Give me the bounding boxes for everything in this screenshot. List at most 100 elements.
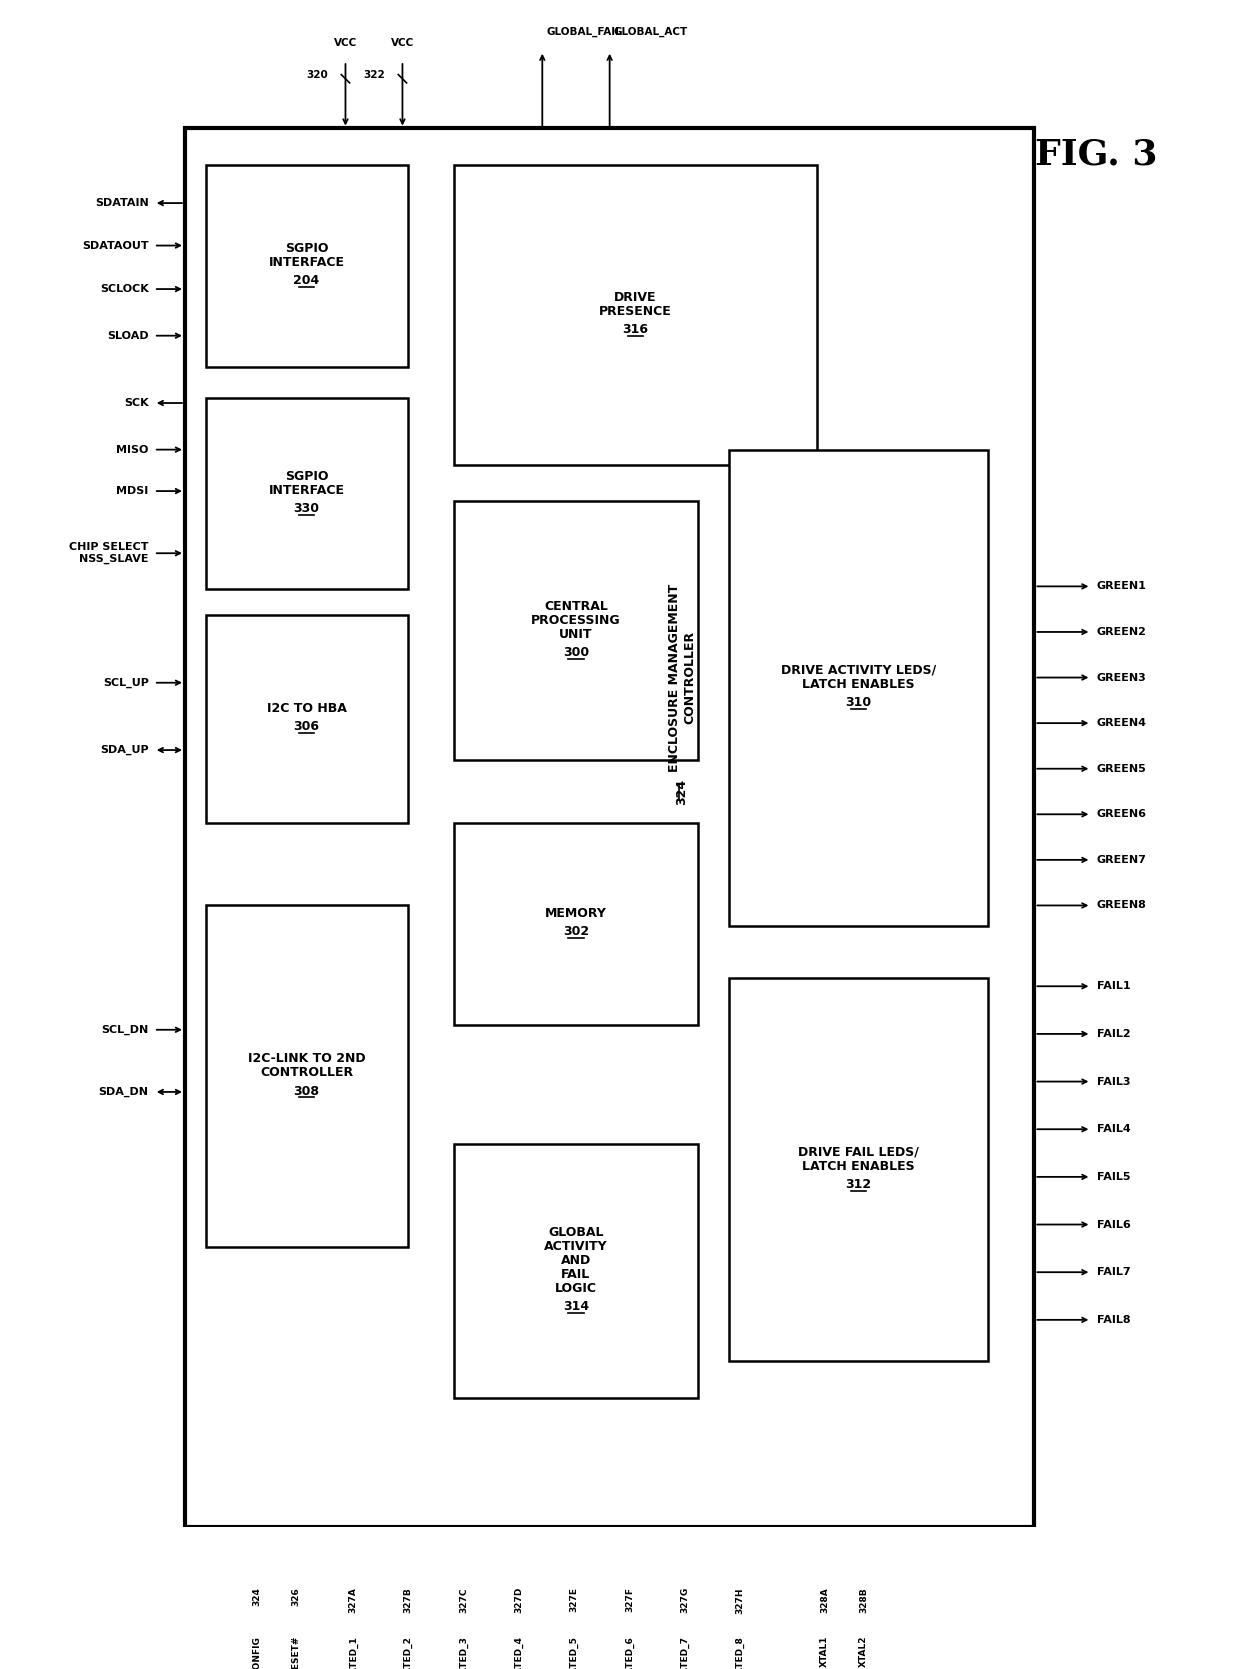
Text: I2C-LINK TO 2ND: I2C-LINK TO 2ND [248,1053,366,1065]
Text: SCK: SCK [124,397,149,407]
Text: GLOBAL_ACT: GLOBAL_ACT [614,27,688,37]
Text: DRIVE FAIL LEDS/: DRIVE FAIL LEDS/ [797,1145,919,1158]
Text: SGPIO: SGPIO [285,469,329,482]
Text: FAIL8: FAIL8 [1096,1315,1130,1325]
Text: FAIL7: FAIL7 [1096,1267,1130,1277]
Text: ACTIVITY: ACTIVITY [544,1240,608,1253]
Text: 327F: 327F [625,1587,634,1612]
Text: 204: 204 [294,274,320,287]
Text: 327G: 327G [680,1587,689,1614]
Text: MISO: MISO [117,444,149,454]
Text: GREEN6: GREEN6 [1096,809,1147,819]
Text: FAIL2: FAIL2 [1096,1028,1130,1038]
Text: FAIL6: FAIL6 [1096,1220,1131,1230]
Text: FAIL5: FAIL5 [1096,1172,1130,1182]
Text: SDATAIN: SDATAIN [95,199,149,209]
Text: SDATAOUT: SDATAOUT [82,240,149,250]
Text: SCLOCK: SCLOCK [100,284,149,294]
Text: 316: 316 [622,324,649,335]
Text: UNIT: UNIT [559,628,593,641]
Text: FAIL1: FAIL1 [1096,981,1130,991]
Text: XTAL1: XTAL1 [820,1636,830,1667]
Text: INTERFACE: INTERFACE [269,484,345,497]
Text: MATED_5: MATED_5 [569,1636,578,1669]
Text: MATED_3: MATED_3 [460,1636,469,1669]
Text: PROCESSING: PROCESSING [531,614,621,628]
Text: GREEN8: GREEN8 [1096,901,1147,911]
Text: FAIL: FAIL [562,1268,590,1280]
Text: GREEN1: GREEN1 [1096,581,1147,591]
Bar [729,978,988,1362]
Text: GREEN4: GREEN4 [1096,718,1147,728]
Bar [206,397,408,589]
Text: GREEN5: GREEN5 [1096,764,1146,774]
Text: PRESENCE: PRESENCE [599,305,672,319]
Bar [454,501,698,761]
Text: XTAL2: XTAL2 [859,1636,868,1667]
Text: SDA_DN: SDA_DN [99,1087,149,1097]
Text: INTERFACE: INTERFACE [269,255,345,269]
Text: 327E: 327E [569,1587,578,1612]
Text: 327B: 327B [403,1587,413,1612]
Text: 310: 310 [846,696,872,709]
Bar [206,906,408,1247]
Text: VCC: VCC [391,38,414,48]
Text: 328A: 328A [820,1587,830,1612]
Text: 328B: 328B [859,1587,868,1612]
Text: I2C TO HBA: I2C TO HBA [267,703,346,714]
Text: SGPIO: SGPIO [285,242,329,255]
Text: AND: AND [560,1253,591,1267]
Text: RESET#: RESET# [291,1636,300,1669]
Text: GREEN2: GREEN2 [1096,628,1147,638]
Text: GLOBAL_FAIL: GLOBAL_FAIL [547,27,622,37]
Text: CENTRAL: CENTRAL [544,599,608,613]
Text: 300: 300 [563,646,589,659]
Text: CHIP SELECT
NSS_SLAVE: CHIP SELECT NSS_SLAVE [69,542,149,564]
Text: 327C: 327C [460,1587,469,1612]
Text: DRIVE: DRIVE [614,290,657,304]
Text: FIG. 3: FIG. 3 [1035,137,1158,172]
Bar [206,165,408,367]
Bar [185,129,1034,1527]
Text: SCL_UP: SCL_UP [103,678,149,688]
Text: MATED_8: MATED_8 [735,1636,744,1669]
Text: CONFIG: CONFIG [252,1636,262,1669]
Text: 322: 322 [363,70,384,80]
Text: 320: 320 [306,70,327,80]
Text: CONTROLLER: CONTROLLER [260,1066,353,1080]
Text: LOGIC: LOGIC [556,1282,596,1295]
Bar [206,616,408,823]
Text: 327H: 327H [735,1587,744,1614]
Text: FAIL4: FAIL4 [1096,1125,1131,1135]
Text: 302: 302 [563,925,589,938]
Text: SDA_UP: SDA_UP [100,744,149,754]
Text: 314: 314 [563,1300,589,1314]
Text: GLOBAL: GLOBAL [548,1225,604,1238]
Text: LATCH ENABLES: LATCH ENABLES [802,1160,915,1173]
Text: MATED_2: MATED_2 [403,1636,413,1669]
Text: LATCH ENABLES: LATCH ENABLES [802,678,915,691]
Text: 312: 312 [846,1178,872,1190]
Bar [454,165,817,466]
Bar [729,449,988,926]
Text: MATED_1: MATED_1 [348,1636,357,1669]
Text: 324: 324 [676,778,688,804]
Bar [454,1143,698,1397]
Text: ENCLOSURE MANAGEMENT
CONTROLLER: ENCLOSURE MANAGEMENT CONTROLLER [668,584,696,771]
Text: VCC: VCC [334,38,357,48]
Text: 324: 324 [252,1587,262,1606]
Text: FAIL3: FAIL3 [1096,1077,1130,1087]
Text: 330: 330 [294,502,320,514]
Text: SCL_DN: SCL_DN [102,1025,149,1035]
Text: DRIVE ACTIVITY LEDS/: DRIVE ACTIVITY LEDS/ [781,664,936,678]
Text: 326: 326 [291,1587,300,1606]
Text: SLOAD: SLOAD [107,330,149,340]
Bar [454,823,698,1025]
Text: MEMORY: MEMORY [546,906,606,920]
Text: MATED_7: MATED_7 [680,1636,689,1669]
Text: 306: 306 [294,721,320,733]
Text: MDSI: MDSI [117,486,149,496]
Text: 308: 308 [294,1085,320,1098]
Text: MATED_4: MATED_4 [515,1636,523,1669]
Text: GREEN3: GREEN3 [1096,673,1146,683]
